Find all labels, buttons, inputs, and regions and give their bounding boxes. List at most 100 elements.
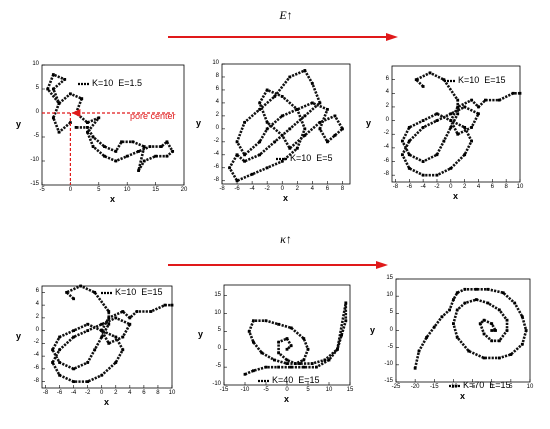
x-axis-label: x <box>284 394 290 404</box>
x-tick-label: 0 <box>490 384 494 390</box>
data-point <box>285 358 289 362</box>
plot-frame <box>223 284 351 386</box>
data-point <box>318 120 322 124</box>
trajectory-series <box>413 287 528 369</box>
data-point <box>326 140 329 144</box>
chart-4 <box>41 284 174 389</box>
y-tick-label: -2 <box>33 339 39 346</box>
y-tick-label: 10 <box>212 60 219 66</box>
pore-center-arrowhead <box>71 109 81 117</box>
plot-frame <box>221 63 351 185</box>
data-point <box>524 329 528 332</box>
y-tick-label: -5 <box>215 363 221 370</box>
data-point <box>475 287 478 291</box>
data-point <box>288 127 292 131</box>
data-point <box>442 139 446 143</box>
chart-6 <box>395 278 531 388</box>
data-point <box>252 319 255 323</box>
data-point <box>252 340 255 344</box>
data-point <box>298 362 301 365</box>
x-tick-label: -2 <box>264 186 270 192</box>
x-tick-label: -8 <box>392 184 399 190</box>
data-point <box>72 335 76 339</box>
data-point <box>456 105 460 109</box>
y-tick-label: 2 <box>35 313 39 320</box>
legend-label: K=10 E=15 <box>115 287 163 297</box>
data-point <box>137 169 140 172</box>
data-point <box>65 290 68 294</box>
data-point <box>513 301 517 305</box>
data-point <box>58 335 61 339</box>
data-point <box>467 349 471 353</box>
y-tick-label: -4 <box>383 143 389 150</box>
data-point <box>288 146 292 150</box>
data-point <box>494 329 497 332</box>
data-point <box>280 114 284 118</box>
data-point <box>302 365 306 369</box>
data-point <box>285 337 289 340</box>
data-point <box>86 322 90 326</box>
data-point <box>295 146 299 150</box>
data-point <box>120 140 123 144</box>
data-point <box>435 119 439 122</box>
x-tick-label: 8 <box>340 186 345 192</box>
x-tick-label: 0 <box>100 390 104 396</box>
data-point <box>456 132 460 136</box>
y-axis-label: y <box>16 331 22 341</box>
data-point <box>128 316 132 320</box>
x-tick-label: -5 <box>263 387 269 393</box>
y-tick-label: 0 <box>217 345 221 352</box>
pore-center-label: pore center <box>130 111 176 121</box>
data-point <box>107 316 111 320</box>
data-point <box>107 310 111 313</box>
data-point <box>58 373 61 377</box>
header-e: E↑ <box>256 8 316 23</box>
data-point <box>417 349 421 353</box>
data-point <box>463 105 467 109</box>
data-point <box>295 108 299 111</box>
chart-2 <box>221 63 351 185</box>
data-point <box>505 329 509 332</box>
x-tick-label: -2 <box>85 390 91 396</box>
y-tick-label: 0 <box>385 116 389 123</box>
data-point <box>235 140 239 144</box>
data-point <box>490 339 494 343</box>
data-point <box>273 95 277 98</box>
data-point <box>482 332 486 336</box>
chart-5 <box>223 284 351 386</box>
data-point <box>421 173 425 177</box>
data-point <box>310 82 314 85</box>
data-point <box>86 126 89 129</box>
x-axis-label: x <box>283 193 289 203</box>
data-point <box>72 380 76 384</box>
data-point <box>501 291 505 295</box>
data-point <box>235 153 239 157</box>
y-tick-label: -4 <box>33 352 39 359</box>
data-point <box>264 319 268 323</box>
data-point <box>51 87 55 91</box>
data-point <box>57 130 61 134</box>
header-kappa-arrow: ↑ <box>285 232 292 246</box>
data-point <box>315 365 318 369</box>
data-point <box>413 366 417 370</box>
trajectory-series <box>51 284 172 383</box>
data-point <box>93 348 97 352</box>
data-point <box>463 126 467 129</box>
data-point <box>303 133 307 137</box>
y-tick-label: -8 <box>213 176 219 183</box>
header-e-arrow: ↑ <box>286 8 293 22</box>
data-point <box>252 369 255 373</box>
data-point <box>303 69 307 72</box>
y-tick-label: -5 <box>33 133 39 139</box>
x-tick-label: 8 <box>156 390 160 396</box>
x-tick-label: 8 <box>504 184 508 190</box>
data-point <box>243 159 246 163</box>
data-point <box>165 154 169 158</box>
y-tick-label: 10 <box>214 309 221 316</box>
legend-label: K=10 E=5 <box>290 153 333 163</box>
y-tick-label: -5 <box>387 343 393 350</box>
y-tick-label: -2 <box>213 137 219 144</box>
data-point <box>171 150 175 153</box>
data-point <box>421 85 425 88</box>
x-tick-label: 10 <box>325 387 333 393</box>
